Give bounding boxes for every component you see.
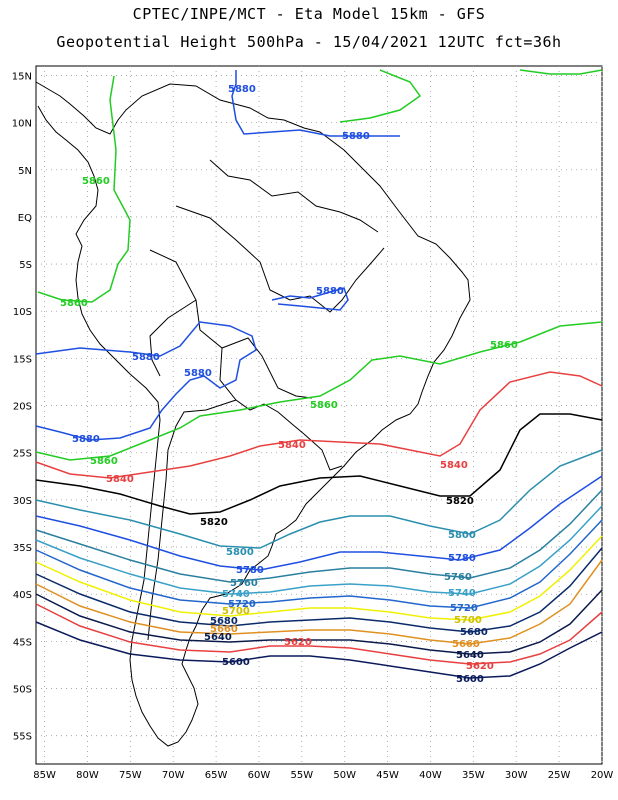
lon-tick-label: 25W — [548, 770, 571, 781]
label-5700: 5700 — [454, 615, 482, 626]
lon-tick-label: 70W — [162, 770, 185, 781]
contour-labels: 5880 5880 5880 5880 5880 5880 5860 5860 … — [60, 84, 518, 685]
label-5600: 5600 — [222, 657, 250, 668]
label-5860: 5860 — [490, 340, 518, 351]
contour-5620 — [35, 603, 603, 665]
label-5820: 5820 — [200, 517, 228, 528]
contour-5680 — [35, 547, 603, 633]
label-5740: 5740 — [222, 589, 250, 600]
lat-tick-label: 45S — [13, 637, 32, 648]
lat-tick-label: 15S — [13, 354, 32, 365]
lat-tick-label: 20S — [13, 402, 32, 413]
label-5860: 5860 — [90, 456, 118, 467]
label-5680: 5680 — [210, 616, 238, 627]
label-5800: 5800 — [448, 530, 476, 541]
contour-5760 — [35, 489, 603, 583]
label-5840: 5840 — [278, 440, 306, 451]
contour-5720 — [35, 519, 603, 609]
lon-tick-label: 60W — [248, 770, 271, 781]
lon-tick-label: 20W — [591, 770, 614, 781]
lat-tick-label: 35S — [13, 543, 32, 554]
lon-tick-label: 30W — [505, 770, 528, 781]
lat-tick-label: 30S — [13, 496, 32, 507]
lat-tick-label: 25S — [13, 449, 32, 460]
chart-title: CPTEC/INPE/MCT - Eta Model 15km - GFS — [132, 5, 486, 23]
lat-tick-label: 10N — [12, 119, 32, 130]
label-5820: 5820 — [446, 496, 474, 507]
lon-tick-label: 40W — [419, 770, 442, 781]
plot-frame — [35, 65, 603, 765]
label-5780: 5780 — [448, 553, 476, 564]
lon-tick-label: 45W — [376, 770, 399, 781]
contour-5880-amazon — [271, 287, 349, 311]
label-5880: 5880 — [228, 84, 256, 95]
label-5800: 5800 — [226, 547, 254, 558]
lat-tick-label: 15N — [12, 71, 32, 82]
contour-5600 — [35, 621, 603, 679]
label-5780: 5780 — [236, 565, 264, 576]
lat-tick-label: 5S — [19, 260, 32, 271]
lat-tick-label: 50S — [13, 685, 32, 696]
label-5880: 5880 — [72, 434, 100, 445]
contour-5860-north2 — [339, 69, 422, 123]
contour-5640 — [35, 589, 603, 655]
label-5660: 5660 — [210, 624, 238, 635]
contour-5880-bolivia — [35, 321, 257, 441]
label-5880: 5880 — [132, 352, 160, 363]
lon-tick-label: 65W — [205, 770, 228, 781]
label-5620: 5620 — [284, 637, 312, 648]
contour-5660 — [35, 559, 603, 645]
contour-5800 — [35, 449, 603, 549]
lat-tick-label: 5N — [18, 166, 32, 177]
label-5640: 5640 — [204, 632, 232, 643]
label-5760: 5760 — [230, 578, 258, 589]
label-5700: 5700 — [222, 606, 250, 617]
label-5840: 5840 — [106, 474, 134, 485]
lon-tick-label: 35W — [462, 770, 485, 781]
label-5660: 5660 — [452, 639, 480, 650]
chart-subtitle: Geopotential Height 500hPa - 15/04/2021 … — [56, 33, 562, 51]
label-5760: 5760 — [444, 572, 472, 583]
contour-5860-central — [35, 321, 603, 461]
contour-5740 — [35, 505, 603, 595]
contour-5860-west — [37, 75, 131, 303]
contour-5840 — [35, 371, 603, 479]
contour-5820 — [35, 413, 603, 515]
lat-tick-label: 55S — [13, 732, 32, 743]
label-5860: 5860 — [310, 400, 338, 411]
label-5740: 5740 — [448, 588, 476, 599]
label-5720: 5720 — [450, 603, 478, 614]
label-5620: 5620 — [466, 661, 494, 672]
lon-tick-label: 55W — [291, 770, 314, 781]
axis-ticks: 85W 80W 75W 70W 65W 60W 55W 50W 45W 40W 35W 30W 25W 2… — [12, 71, 614, 781]
lat-tick-label: 10S — [13, 307, 32, 318]
contour-5700 — [35, 535, 603, 621]
lat-tick-label: 40S — [13, 590, 32, 601]
contour-5880-north — [231, 70, 400, 137]
label-5860: 5860 — [82, 176, 110, 187]
label-5880: 5880 — [316, 286, 344, 297]
contour-5780 — [35, 475, 603, 571]
lat-tick-label: EQ — [18, 213, 32, 224]
label-5600: 5600 — [456, 674, 484, 685]
label-5720: 5720 — [228, 599, 256, 610]
label-5640: 5640 — [456, 650, 484, 661]
label-5880: 5880 — [342, 131, 370, 142]
label-5680: 5680 — [460, 627, 488, 638]
lon-tick-label: 75W — [119, 770, 142, 781]
contour-5860-north — [519, 69, 603, 75]
lon-tick-label: 80W — [76, 770, 99, 781]
lon-tick-label: 85W — [33, 770, 56, 781]
label-5860: 5860 — [60, 298, 88, 309]
lon-tick-label: 50W — [333, 770, 356, 781]
height-contours — [35, 69, 603, 679]
label-5840: 5840 — [440, 460, 468, 471]
label-5880: 5880 — [184, 368, 212, 379]
